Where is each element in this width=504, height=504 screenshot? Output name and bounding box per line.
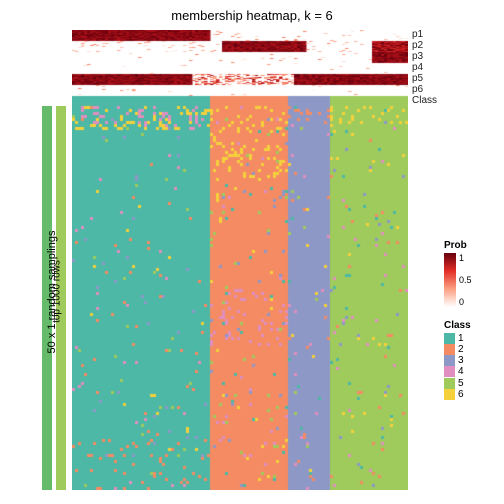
row-label: p5: [412, 73, 423, 84]
legend-prob-title: Prob: [444, 240, 472, 251]
legend-class-item: 6: [444, 389, 471, 400]
legend-class-item: 3: [444, 355, 471, 366]
legend-prob: Prob 1 0.5 0: [444, 240, 472, 307]
prob-tick: 0.5: [459, 275, 472, 285]
row-label: p3: [412, 51, 423, 62]
prob-tick: 1: [459, 253, 472, 263]
heatmap-canvas: [72, 30, 408, 490]
legend-class-item: 2: [444, 344, 471, 355]
legend-class-item: 5: [444, 378, 471, 389]
legend-class-item: 1: [444, 333, 471, 344]
ylabel-right: top 1000 rows: [52, 222, 63, 362]
row-label: p4: [412, 62, 423, 73]
row-label: p6: [412, 84, 423, 95]
prob-tick: 0: [459, 297, 472, 307]
legend-class-title: Class: [444, 320, 471, 331]
row-label: p2: [412, 40, 423, 51]
prob-gradient: [444, 253, 456, 307]
legend-class: Class 123456: [444, 320, 471, 400]
heatmap-plot: [72, 30, 408, 490]
row-label: Class: [412, 95, 437, 106]
legend-class-item: 4: [444, 366, 471, 377]
row-label: p1: [412, 29, 423, 40]
chart-title: membership heatmap, k = 6: [171, 8, 333, 23]
